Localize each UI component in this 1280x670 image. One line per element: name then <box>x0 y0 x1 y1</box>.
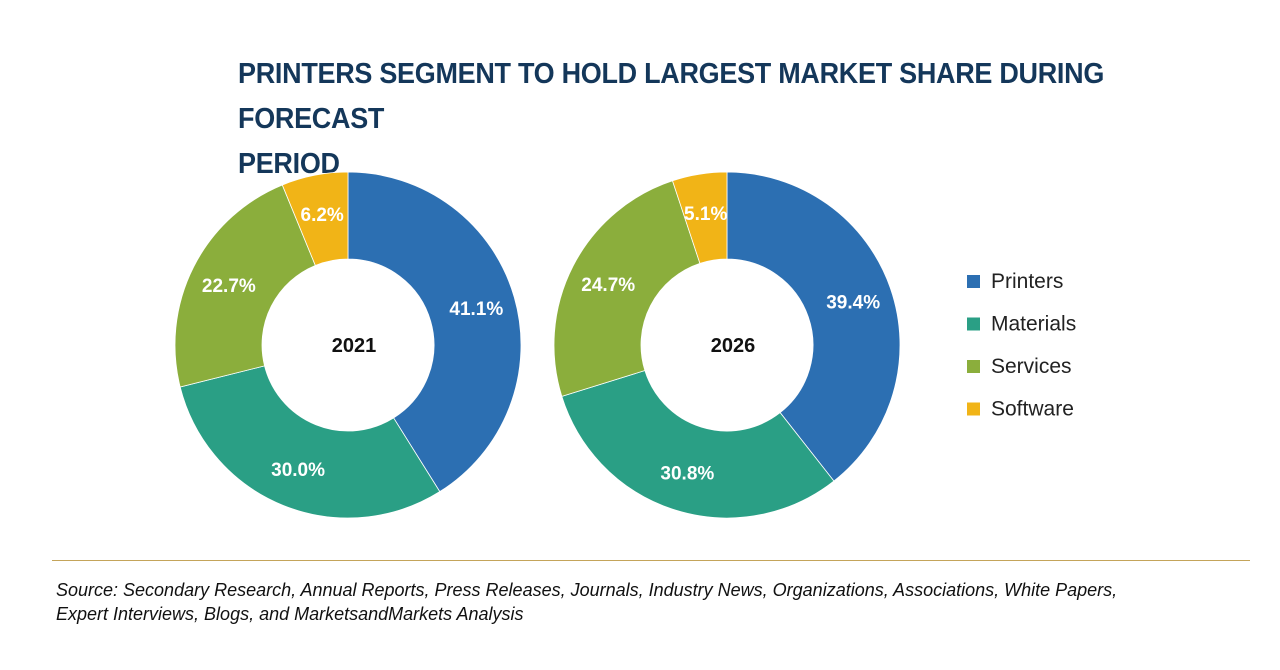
legend-label-printers: Printers <box>991 270 1063 293</box>
source-line-2: Expert Interviews, Blogs, and Marketsand… <box>56 604 524 624</box>
slice-2026-services <box>553 180 701 397</box>
slice-2026-printers <box>726 171 901 482</box>
legend-swatch-software <box>967 402 980 416</box>
donut-chart-2021: 41.1% 30.0% 22.7% 6.2% 2021 <box>174 171 522 519</box>
slice-2026-software <box>672 171 728 264</box>
source-line-1: Source: Secondary Research, Annual Repor… <box>56 580 1118 600</box>
center-label-2026: 2026 <box>711 335 756 357</box>
data-label-2026-printers: 39.4% <box>826 292 880 313</box>
data-label-2026-services: 24.7% <box>581 275 635 296</box>
data-label-2026-materials: 30.8% <box>660 463 714 484</box>
data-label-2021-materials: 30.0% <box>271 460 325 481</box>
slice-2021-materials <box>179 365 441 519</box>
data-label-2026-software: 5.1% <box>684 204 727 225</box>
data-label-2021-printers: 41.1% <box>449 299 503 320</box>
legend-label-materials: Materials <box>991 313 1076 336</box>
donut-chart-2026: 39.4% 30.8% 24.7% 5.1% 2026 <box>553 171 901 519</box>
legend-label-software: Software <box>991 398 1074 421</box>
legend-swatch-printers <box>967 275 980 288</box>
data-label-2021-services: 22.7% <box>202 276 256 297</box>
slice-2021-printers <box>347 171 522 493</box>
legend-swatch-services <box>967 360 980 373</box>
legend: Printers Materials Services Software <box>967 270 1076 421</box>
center-label-2021: 2021 <box>332 335 377 357</box>
chart-title: PRINTERS SEGMENT TO HOLD LARGEST MARKET … <box>238 52 1149 187</box>
legend-label-services: Services <box>991 355 1072 378</box>
slice-2021-software <box>281 171 349 266</box>
footer-divider <box>52 560 1250 561</box>
slice-2026-materials <box>561 370 835 519</box>
source-note: Source: Secondary Research, Annual Repor… <box>56 578 1256 626</box>
legend-swatch-materials <box>967 317 980 331</box>
chart-title-line-1: PRINTERS SEGMENT TO HOLD LARGEST MARKET … <box>238 58 1105 135</box>
data-label-2021-software: 6.2% <box>301 205 344 226</box>
slice-2021-services <box>174 184 316 388</box>
